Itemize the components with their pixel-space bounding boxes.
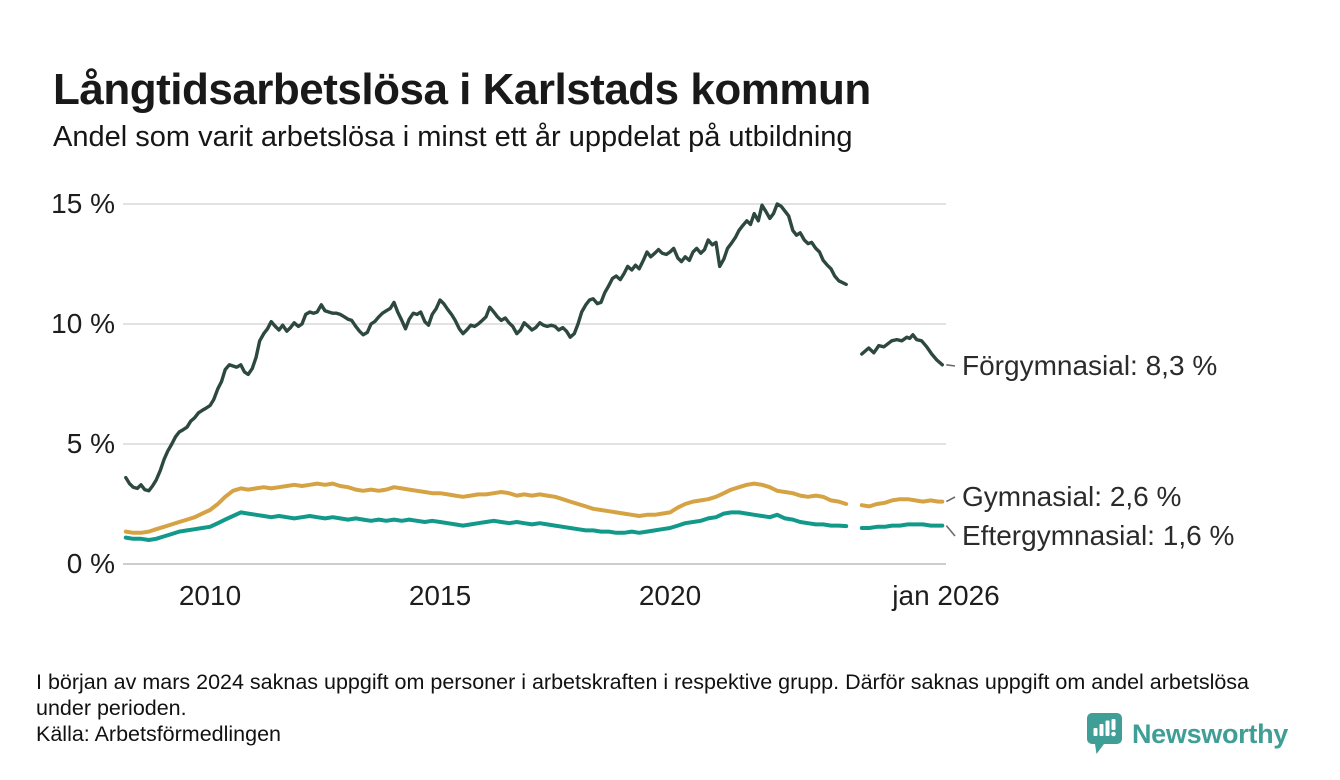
label-connector-forgymnasial	[946, 364, 956, 367]
x-axis-tick-2015: 2015	[408, 580, 472, 611]
label-connector-gymnasial	[945, 496, 956, 503]
series-label-gymnasial: Gymnasial: 2,6 %	[962, 481, 1182, 512]
series-line-forgymnasial-segment-1	[124, 202, 848, 493]
page-title: Långtidsarbetslösa i Karlstads kommun	[53, 65, 871, 115]
newsworthy-logo: Newsworthy	[1086, 712, 1288, 756]
newsworthy-wordmark: Newsworthy	[1131, 718, 1288, 749]
series-line-gymnasial-segment-1	[123, 481, 849, 535]
label-connector-eftergymnasial	[945, 525, 956, 537]
series-label-forgymnasial: Förgymnasial: 8,3 %	[962, 350, 1218, 381]
chart-footnote: I början av mars 2024 saknas uppgift om …	[36, 669, 1250, 721]
series-line-gymnasial-segment-2	[859, 497, 945, 509]
y-axis-tick-15: 15 %	[51, 188, 115, 219]
y-axis-tick-10: 10 %	[51, 308, 115, 339]
x-axis-tick-2026: jan 2026	[892, 580, 1000, 611]
series-line-eftergymnasial-segment-1	[123, 510, 849, 542]
x-axis-tick-2010: 2010	[178, 580, 242, 611]
page-subtitle: Andel som varit arbetslösa i minst ett å…	[53, 121, 853, 153]
series-label-eftergymnasial: Eftergymnasial: 1,6 %	[962, 520, 1235, 551]
series-line-forgymnasial-segment-2	[860, 333, 944, 367]
chart-source: Källa: Arbetsförmedlingen	[36, 722, 282, 746]
newsworthy-speech-bubble-bar-chart-icon	[1086, 712, 1123, 756]
x-axis-tick-2020: 2020	[638, 580, 702, 611]
y-axis-tick-5: 5 %	[66, 428, 115, 459]
y-axis-tick-0: 0 %	[66, 548, 115, 579]
series-line-eftergymnasial-segment-2	[859, 522, 945, 530]
